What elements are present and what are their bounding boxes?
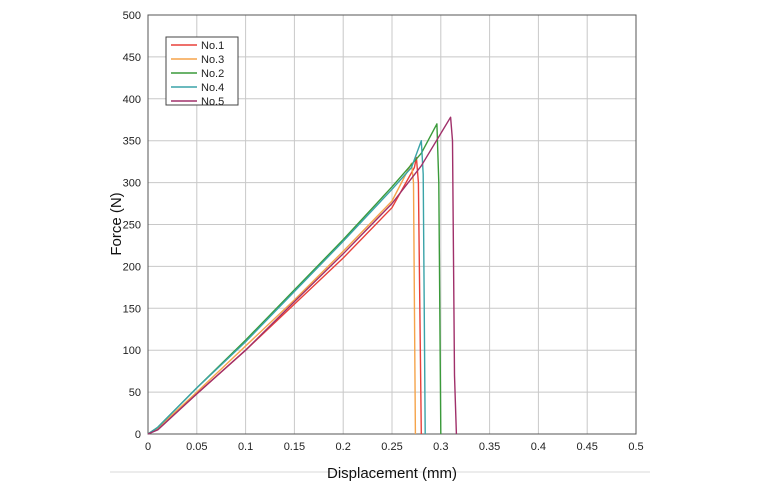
legend-label: No.1: [201, 40, 224, 52]
x-tick-label: 0.35: [479, 441, 500, 453]
y-tick-label: 450: [123, 52, 141, 64]
plot-frame: [147, 14, 637, 435]
x-axis-title: Displacement (mm): [327, 465, 457, 482]
x-tick-label: 0.25: [381, 441, 402, 453]
legend-label: No.3: [201, 54, 224, 66]
series-lines: [147, 116, 458, 435]
y-tick-label: 200: [123, 261, 141, 273]
x-tick-label: 0.45: [576, 441, 597, 453]
legend-label: No.2: [201, 68, 224, 80]
y-tick-label: 400: [123, 94, 141, 106]
series-line-no3: [147, 162, 417, 435]
x-tick-label: 0.15: [284, 441, 305, 453]
y-tick-label: 100: [123, 345, 141, 357]
x-tick-label: 0.3: [433, 441, 448, 453]
x-tick-label: 0.05: [186, 441, 207, 453]
x-tick-label: 0.2: [336, 441, 351, 453]
x-tick-label: 0.1: [238, 441, 253, 453]
legend: No.1 No.3 No.2 No.4 No.5: [165, 36, 239, 108]
y-axis-title: Force (N): [108, 192, 125, 255]
y-tick-label: 250: [123, 220, 141, 232]
grid: [148, 15, 636, 434]
y-tick-label: 350: [123, 136, 141, 148]
y-axis-ticks: 0 50 100 150 200 250 300 350 400 450 500: [123, 10, 141, 441]
series-line-no4: [147, 139, 426, 435]
y-tick-label: 300: [123, 178, 141, 190]
legend-label: No.4: [201, 82, 224, 94]
x-axis-ticks: 0 0.05 0.1 0.15 0.2 0.25 0.3 0.35 0.4 0.45 0.5: [145, 441, 644, 453]
y-tick-label: 50: [129, 387, 141, 399]
legend-box: [165, 36, 239, 106]
x-tick-label: 0.4: [531, 441, 546, 453]
y-tick-label: 0: [135, 429, 141, 441]
y-tick-label: 500: [123, 10, 141, 22]
x-tick-label: 0.5: [628, 441, 643, 453]
y-tick-label: 150: [123, 303, 141, 315]
x-tick-label: 0: [145, 441, 151, 453]
series-line-no5: [147, 116, 458, 435]
legend-label: No.5: [201, 96, 224, 108]
